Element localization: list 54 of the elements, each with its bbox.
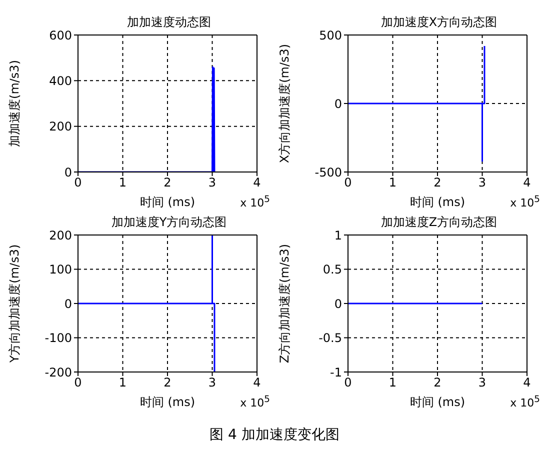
y-tick-label: 600 xyxy=(49,28,72,42)
x-tick-label: 3 xyxy=(478,176,486,190)
x-tick-label: 2 xyxy=(164,376,172,390)
y-tick-label: 0 xyxy=(64,296,72,311)
x-tick-label: 1 xyxy=(388,376,397,390)
x-tick-label: 3 xyxy=(208,176,216,190)
x-tick-label: 4 xyxy=(523,376,531,390)
x-tick-label: 1 xyxy=(388,176,397,190)
y-tick-label: -200 xyxy=(44,365,72,380)
x-tick-label: 2 xyxy=(164,176,172,190)
x-tick-label: 4 xyxy=(523,176,531,190)
x-tick-label: 1 xyxy=(118,176,127,190)
x-axis-title: 时间 (ms) xyxy=(140,195,196,209)
x-tick-label: 4 xyxy=(253,376,261,390)
x-tick-label: 0 xyxy=(74,176,82,190)
x-tick-label: 0 xyxy=(74,376,82,390)
text: x 10$^{5}$ xyxy=(510,394,540,410)
y-axis-title: 加加速度(m/s3) xyxy=(7,60,22,147)
x-tick-label: 2 xyxy=(434,376,442,390)
x-tick-label: 1 xyxy=(118,376,127,390)
chart-title: 加加速度X方向动态图 xyxy=(380,14,498,31)
x-tick-label: 0 xyxy=(344,376,352,390)
y-axis-title: Z方向加加速度(m/s3) xyxy=(277,244,292,364)
y-axis-title: Y方向加加速度(m/s3) xyxy=(7,244,22,364)
y-tick-label: -500 xyxy=(314,165,342,180)
x-tick-label: 3 xyxy=(478,376,486,390)
y-tick-label: 200 xyxy=(49,120,72,134)
y-axis-title: X方向加加速度(m/s3) xyxy=(277,44,292,164)
x-tick-label: 2 xyxy=(434,176,442,190)
y-tick-label: 0 xyxy=(334,296,342,311)
y-tick-label: 500 xyxy=(319,28,342,42)
x-tick-label: 0 xyxy=(344,176,352,190)
y-tick-label: -100 xyxy=(44,331,72,346)
y-tick-label: 1 xyxy=(334,228,342,242)
x-axis-title: 时间 (ms) xyxy=(410,195,466,209)
y-tick-label: 0 xyxy=(64,165,72,180)
x-tick-label: 3 xyxy=(208,376,216,390)
text: x 10$^{5}$ xyxy=(240,194,270,210)
x-axis-title: 时间 (ms) xyxy=(410,395,466,409)
text: x 10$^{5}$ xyxy=(510,194,540,210)
x-tick-label: 4 xyxy=(253,176,261,190)
y-tick-label: -0.5 xyxy=(318,331,342,346)
chart-title: 加加速度Y方向动态图 xyxy=(110,214,228,231)
caption: 图 4 加加速度变化图 xyxy=(208,426,340,444)
chart-title: 加加速度动态图 xyxy=(126,14,212,31)
y-tick-label: -1 xyxy=(330,365,342,380)
y-tick-label: 0.5 xyxy=(322,262,342,277)
y-tick-label: 200 xyxy=(49,228,72,242)
text: x 10$^{5}$ xyxy=(240,394,270,410)
x-axis-title: 时间 (ms) xyxy=(140,395,196,409)
y-tick-label: 0 xyxy=(334,96,342,111)
chart-title: 加加速度Z方向动态图 xyxy=(380,214,498,231)
y-tick-label: 400 xyxy=(49,74,72,88)
y-tick-label: 100 xyxy=(49,262,72,277)
